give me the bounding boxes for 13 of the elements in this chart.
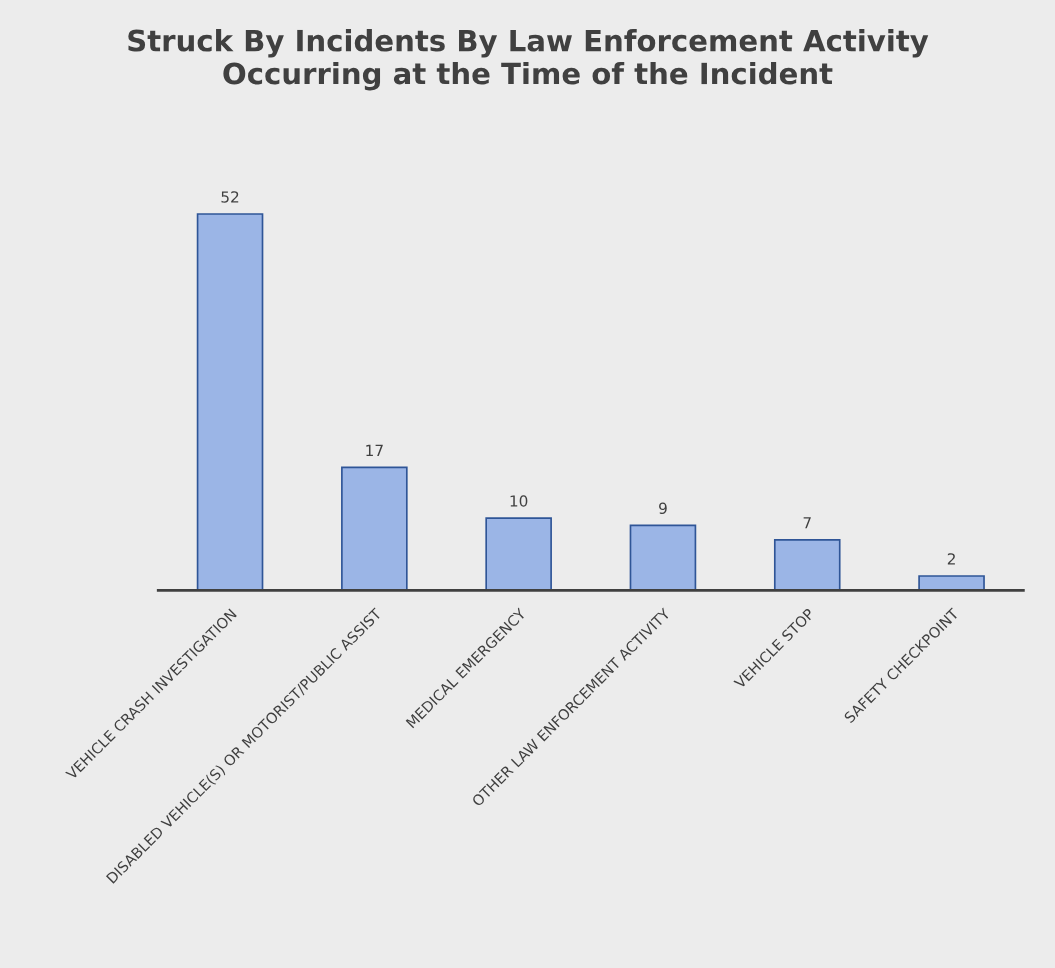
data-label: 10	[510, 495, 528, 507]
bar	[341, 466, 408, 591]
chart-title: Struck By Incidents By Law Enforcement Activity Occurring at the Time of the Incident	[128, 29, 929, 91]
bar	[629, 524, 697, 591]
data-label: 2	[947, 553, 955, 565]
bar	[196, 213, 264, 591]
data-label: 9	[659, 502, 667, 515]
bar	[918, 575, 985, 591]
data-label: 7	[803, 517, 811, 529]
data-label: 17	[366, 444, 383, 456]
data-label: 52	[221, 191, 239, 203]
bar	[773, 538, 841, 591]
bar	[485, 517, 552, 591]
